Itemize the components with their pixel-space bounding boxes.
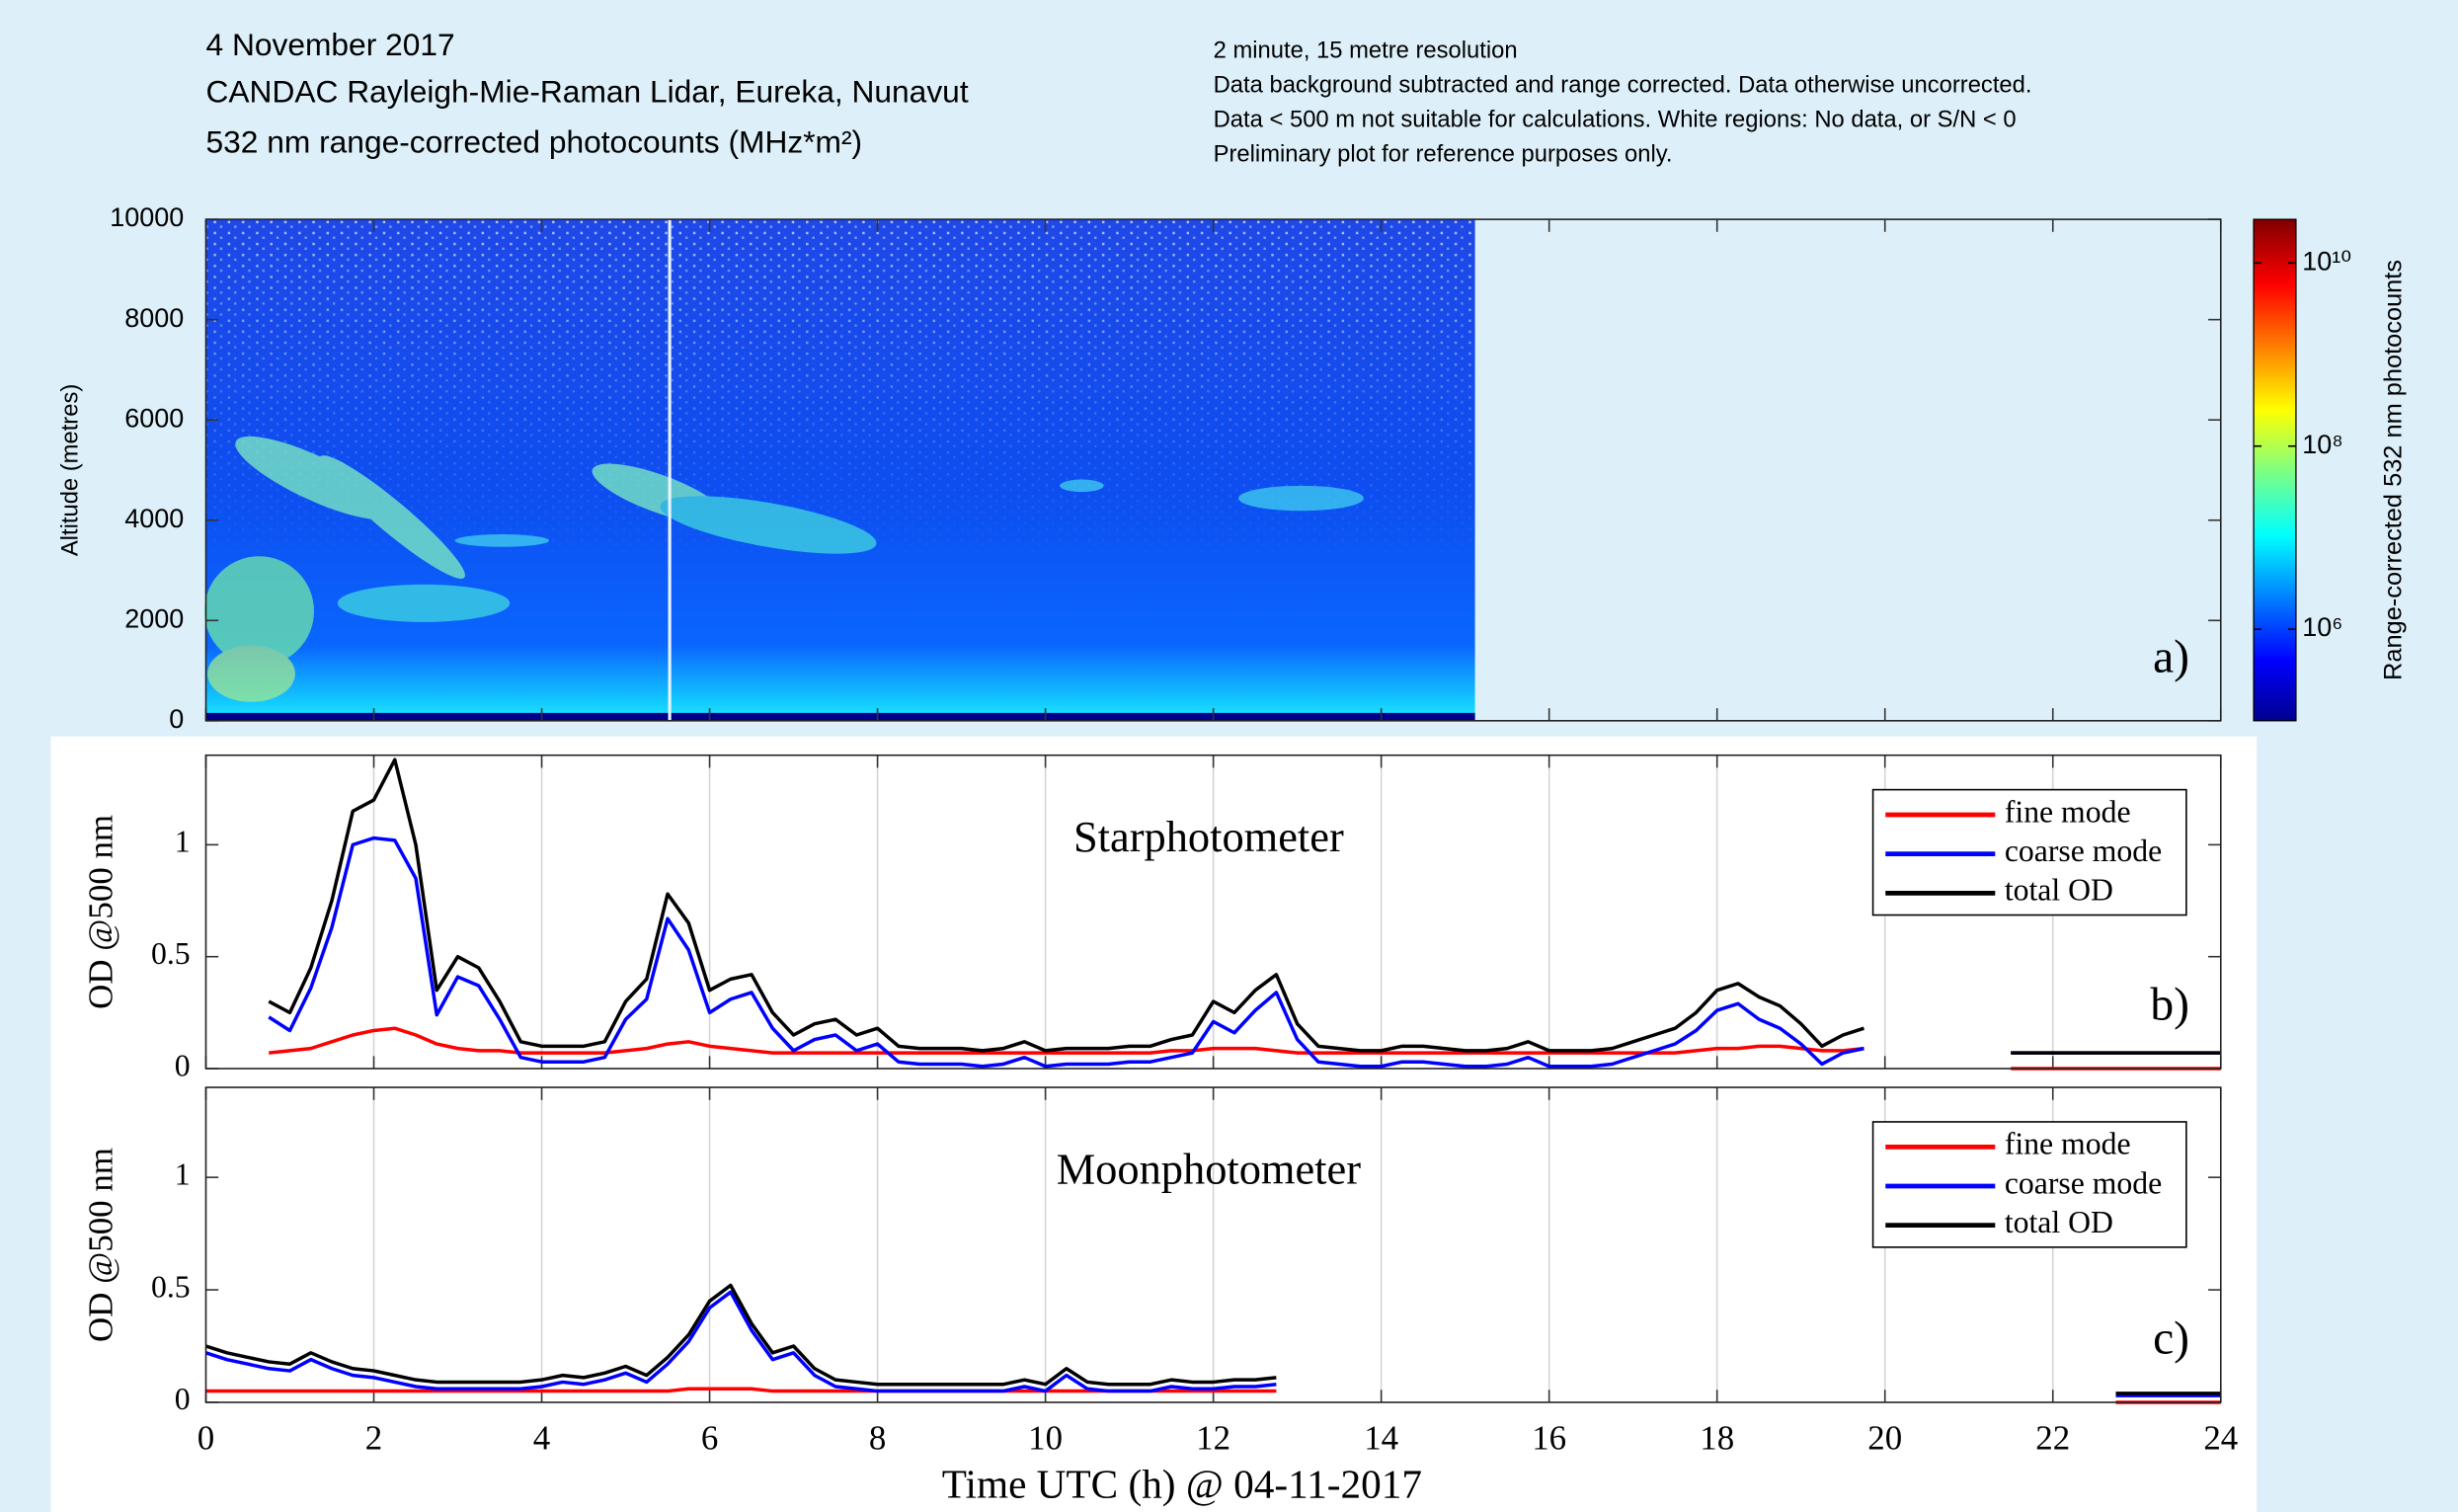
y-tick-label: 0	[175, 1382, 191, 1416]
x-tick-label: 20	[1867, 1419, 1902, 1458]
x-tick-label: 2	[365, 1419, 382, 1458]
x-tick-label: 6	[701, 1419, 718, 1458]
subtitle: CANDAC Rayleigh-Mie-Raman Lidar, Eureka,…	[205, 74, 968, 110]
note: Preliminary plot for reference purposes …	[1214, 140, 1673, 167]
x-tick-label: 0	[198, 1419, 214, 1458]
series-line	[204, 1290, 2221, 1397]
x-tick-label: 24	[2203, 1419, 2238, 1458]
note: 2 minute, 15 metre resolution	[1214, 38, 1518, 64]
y-axis-label: Altitude (metres)	[56, 384, 83, 556]
y-tick-label: 2000	[124, 603, 184, 633]
quantity-label: 532 nm range-corrected photocounts (MHz*…	[205, 123, 862, 159]
y-tick-label: 1	[175, 825, 191, 859]
x-tick-label: 12	[1196, 1419, 1230, 1458]
title: 4 November 2017	[205, 27, 454, 62]
x-tick-label: 22	[2035, 1419, 2070, 1458]
colorbar-tick-label: 10⁶	[2302, 612, 2342, 642]
panel-label: b)	[2150, 980, 2189, 1031]
x-tick-label: 10	[1028, 1419, 1063, 1458]
x-tick-label: 8	[869, 1419, 886, 1458]
y-tick-label: 10000	[110, 202, 184, 232]
y-tick-label: 1	[175, 1156, 191, 1191]
y-tick-label: 0	[169, 704, 184, 734]
colorbar-label: Range-corrected 532 nm photocounts	[2380, 260, 2408, 680]
legend-label: total OD	[2005, 1205, 2113, 1239]
legend: fine mode coarse mode total OD	[1871, 1121, 2187, 1248]
panel-title: Starphotometer	[1073, 812, 1344, 861]
y-tick-label: 6000	[124, 403, 184, 433]
panel-label: a)	[2153, 631, 2189, 682]
legend-label: fine mode	[2005, 1127, 2131, 1161]
panel-title: Moonphotometer	[1057, 1144, 1362, 1193]
series-line	[268, 757, 2221, 1055]
x-tick-label: 18	[1700, 1419, 1734, 1458]
legend-label: coarse mode	[2005, 834, 2162, 868]
y-axis-label: OD @500 nm	[81, 815, 119, 1009]
y-tick-label: 0	[175, 1048, 191, 1082]
x-tick-label: 16	[1532, 1419, 1566, 1458]
plot-frame	[204, 1086, 2222, 1403]
legend: fine mode coarse mode total OD	[1871, 788, 2187, 916]
legend-label: total OD	[2005, 873, 2113, 908]
lidar-image	[203, 219, 1475, 721]
note: Data background subtracted and range cor…	[1214, 72, 2032, 99]
plot-frame	[204, 218, 2222, 722]
series-line	[204, 1283, 2221, 1395]
note: Data < 500 m not suitable for calculatio…	[1214, 106, 2017, 132]
panel-label: c)	[2153, 1313, 2189, 1365]
colorbar-frame	[2253, 218, 2297, 722]
colorbar	[2254, 219, 2296, 721]
x-axis-label: Time UTC (h) @ 04-11-2017	[942, 1462, 1422, 1508]
x-tick-label: 14	[1364, 1419, 1398, 1458]
y-axis-label: OD @500 nm	[81, 1148, 119, 1342]
y-tick-label: 4000	[124, 504, 184, 533]
colorbar-tick-label: 10¹⁰	[2302, 246, 2351, 276]
x-tick-label: 4	[533, 1419, 550, 1458]
y-tick-label: 0.5	[151, 936, 191, 971]
plot-frame	[204, 754, 2222, 1070]
legend-label: coarse mode	[2005, 1165, 2162, 1200]
y-tick-label: 0.5	[151, 1269, 191, 1304]
colorbar-tick-label: 10⁸	[2302, 430, 2342, 459]
legend-label: fine mode	[2005, 794, 2131, 829]
y-tick-label: 8000	[124, 303, 184, 333]
